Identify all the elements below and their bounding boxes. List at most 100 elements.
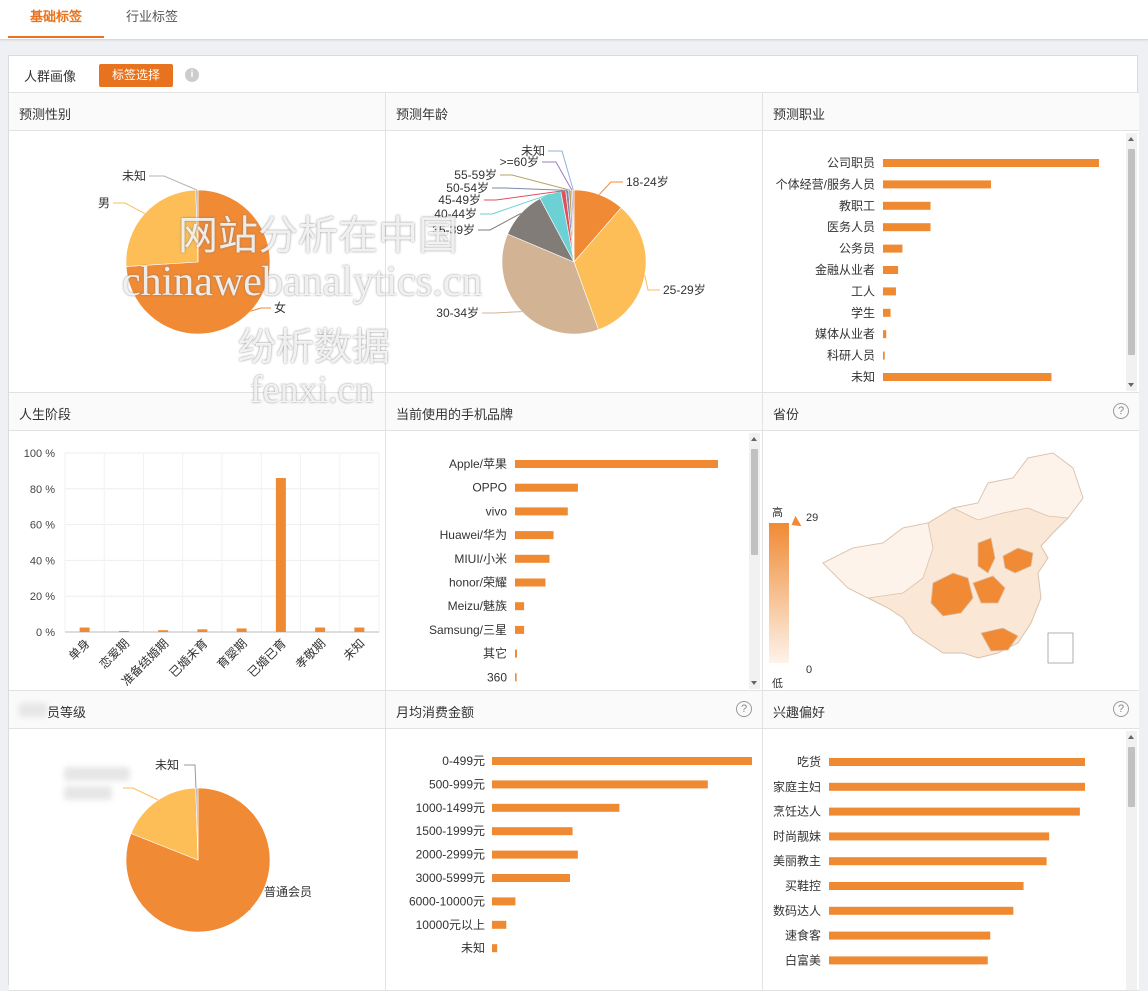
bar-label: 1000-1499元	[416, 801, 485, 815]
phone-scrollbar[interactable]	[749, 433, 760, 689]
scroll-thumb[interactable]	[1128, 149, 1135, 355]
bar	[236, 628, 247, 632]
pie-label: 45-49岁	[438, 192, 481, 207]
pie-slice	[125, 189, 199, 267]
help-icon[interactable]: ?	[736, 701, 752, 717]
leader-line	[482, 311, 522, 314]
help-icon[interactable]: ?	[1113, 701, 1129, 717]
card-header: 人生阶段	[9, 393, 385, 431]
bar	[492, 757, 752, 765]
bar	[829, 857, 1047, 866]
legend-handle-icon[interactable]	[788, 515, 802, 531]
map-region-west	[822, 522, 934, 599]
bar-label: 医务人员	[827, 219, 875, 234]
map-region-guangdong	[980, 627, 1019, 652]
help-icon[interactable]: ?	[1113, 403, 1129, 419]
member-pie-chart: 普通会员 未知	[123, 758, 312, 933]
bar	[829, 882, 1024, 890]
tab-basic-tags[interactable]: 基础标签	[8, 0, 104, 38]
interest-card: 兴趣偏好 ? 吃货 家庭主妇 烹饪达人 时尚靓妹 美丽教主 买鞋控 数码达人 速食客 白富美	[763, 691, 1139, 991]
bar-label: vivo	[486, 504, 508, 518]
pie-label: 18-24岁	[626, 174, 669, 189]
bar-label: 速食客	[785, 928, 821, 943]
scroll-up-icon[interactable]	[751, 437, 757, 441]
pie-slice	[130, 787, 199, 861]
bar	[515, 531, 554, 540]
interest-scrollbar[interactable]	[1126, 731, 1137, 990]
bar	[492, 944, 498, 953]
bar-label: 500-999元	[429, 777, 485, 791]
job-card: 预测职业 公司职员 个体经营/服务人员 教职工 医务人员 公务员 金融从业者 工人 学生 媒体从…	[763, 93, 1139, 393]
bar-label: 10000元以上	[416, 918, 485, 932]
pie-label: 25-29岁	[663, 282, 706, 297]
bar	[197, 629, 208, 632]
leader-line	[492, 187, 568, 191]
bar	[829, 906, 1014, 915]
leader-line	[478, 213, 522, 231]
audience-profile-panel: 人群画像 标签选择 i 预测性别 女男未知 预测年龄 18-24岁 25-29岁 3…	[8, 55, 1139, 991]
bar	[492, 850, 578, 859]
bar-label: 数码达人	[773, 903, 821, 918]
map-region-sichuan	[930, 572, 974, 617]
pie-slice	[501, 233, 599, 335]
y-tick-label: 20 %	[30, 591, 55, 603]
china-province-map[interactable]	[813, 448, 1103, 678]
bar	[315, 627, 326, 632]
bar	[515, 578, 546, 587]
bar	[492, 803, 620, 812]
bar	[829, 832, 1050, 841]
leader-line	[249, 891, 261, 910]
pie-label: 35-39岁	[432, 222, 475, 237]
leader-line	[644, 275, 660, 291]
scroll-down-icon[interactable]	[751, 681, 757, 685]
legend-min: 0	[806, 664, 813, 676]
leader-line	[149, 175, 198, 191]
scroll-down-icon[interactable]	[1128, 383, 1134, 387]
job-bar-chart: 公司职员个体经营/服务人员教职工医务人员公务员金融从业者工人学生媒体从业者科研人…	[776, 156, 1099, 384]
bar	[515, 460, 718, 468]
card-title: 人生阶段	[19, 407, 72, 422]
bar	[158, 630, 169, 632]
tag-select-button[interactable]: 标签选择	[99, 64, 173, 87]
panel-title: 人群画像	[24, 69, 77, 84]
age-card: 预测年龄 18-24岁 25-29岁 30-34岁 35-39岁 40-44岁 45-49…	[386, 93, 763, 393]
card-title: 预测性别	[19, 107, 72, 122]
tab-industry-tags[interactable]: 行业标签	[125, 9, 178, 24]
scroll-up-icon[interactable]	[1128, 137, 1134, 141]
card-title: 省份	[773, 407, 800, 422]
bar-label: 未知	[851, 370, 875, 384]
spend-bar-chart: 0-499元 500-999元 1000-1499元 1500-1999元 2000-2…	[409, 754, 752, 955]
card-title: 员等级	[47, 705, 87, 720]
info-icon[interactable]: i	[185, 68, 199, 82]
spend-card: 月均消费金额 ? 0-499元 500-999元 1000-1499元 1500-19…	[386, 691, 763, 991]
bar	[883, 308, 891, 317]
bar-label: 未知	[461, 941, 485, 955]
top-tab-bar: 基础标签 行业标签	[0, 0, 1148, 40]
x-tick-label: 孝敬期	[293, 636, 328, 671]
scroll-up-icon[interactable]	[1128, 735, 1134, 739]
pie-label: 男	[98, 196, 110, 210]
job-scrollbar[interactable]	[1126, 133, 1137, 391]
bar	[515, 625, 525, 634]
bar-label: 360	[487, 670, 507, 684]
bar-label: Apple/苹果	[449, 457, 507, 471]
x-tick-label: 已婚已育	[244, 636, 289, 681]
scroll-thumb[interactable]	[1128, 747, 1135, 807]
bar-label: 个体经营/服务人员	[776, 176, 875, 191]
bar-label: MIUI/小米	[454, 552, 507, 566]
bar-label: 家庭主妇	[773, 779, 821, 794]
bar	[883, 223, 931, 232]
scroll-thumb[interactable]	[751, 449, 758, 555]
bar-label: 2000-2999元	[416, 848, 485, 862]
phone-brand-card: 当前使用的手机品牌 Apple/苹果 OPPO vivo Huawei/华为 MIUI/…	[386, 393, 763, 691]
bar	[492, 897, 516, 906]
bar	[118, 631, 129, 632]
bar	[515, 649, 518, 658]
pie-label: 未知	[122, 169, 146, 183]
member-level-card: 员等级 普通会员 未知	[9, 691, 386, 991]
bar	[492, 920, 507, 929]
x-tick-label: 育婴期	[214, 636, 250, 672]
bar	[515, 507, 568, 516]
south-sea-inset	[1047, 632, 1074, 664]
